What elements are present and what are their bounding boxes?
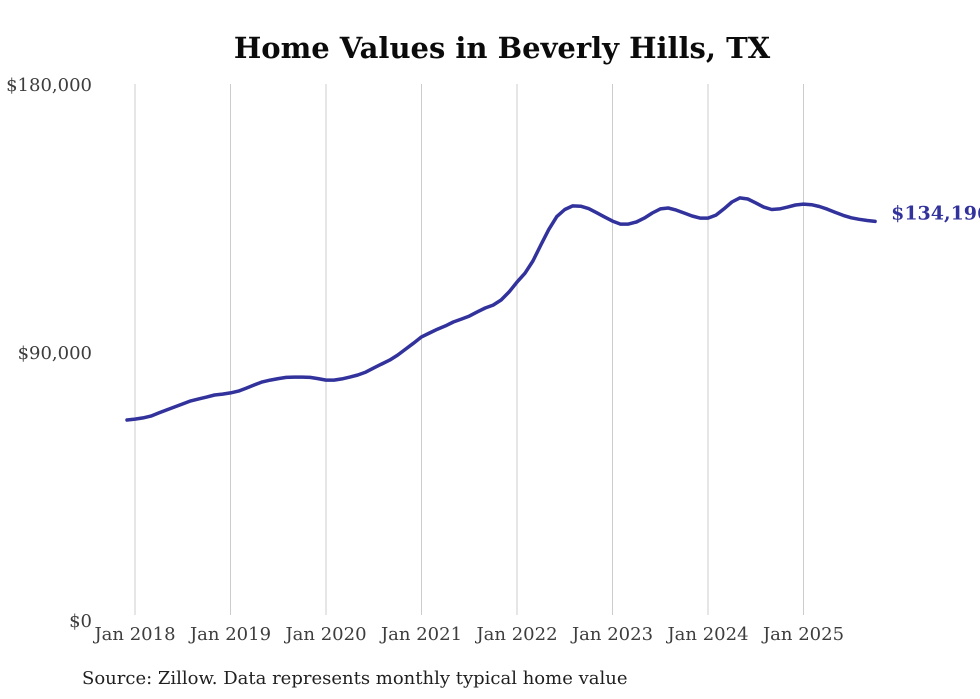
end-value-label: $134,196 (891, 202, 980, 224)
x-axis-labels: Jan 2018 Jan 2019 Jan 2020 Jan 2021 Jan 2022… (92, 624, 844, 645)
home-value-line (125, 196, 877, 422)
x-tick-label: Jan 2025 (761, 624, 844, 645)
source-note: Source: Zillow. Data represents monthly … (82, 668, 628, 689)
x-tick-label: Jan 2024 (665, 624, 748, 645)
x-tick-label: Jan 2018 (92, 624, 175, 645)
y-tick-label: $0 (69, 611, 92, 632)
y-tick-label: $90,000 (18, 343, 92, 364)
x-tick-label: Jan 2020 (283, 624, 366, 645)
x-tick-label: Jan 2022 (474, 624, 557, 645)
y-axis-labels: $0 $90,000 $180,000 (6, 75, 92, 632)
y-tick-label: $180,000 (6, 75, 92, 96)
chart-title: Home Values in Beverly Hills, TX (234, 31, 771, 65)
x-tick-label: Jan 2019 (188, 624, 271, 645)
x-tick-label: Jan 2021 (379, 624, 462, 645)
x-tick-label: Jan 2023 (570, 624, 653, 645)
gridlines (134, 84, 804, 615)
